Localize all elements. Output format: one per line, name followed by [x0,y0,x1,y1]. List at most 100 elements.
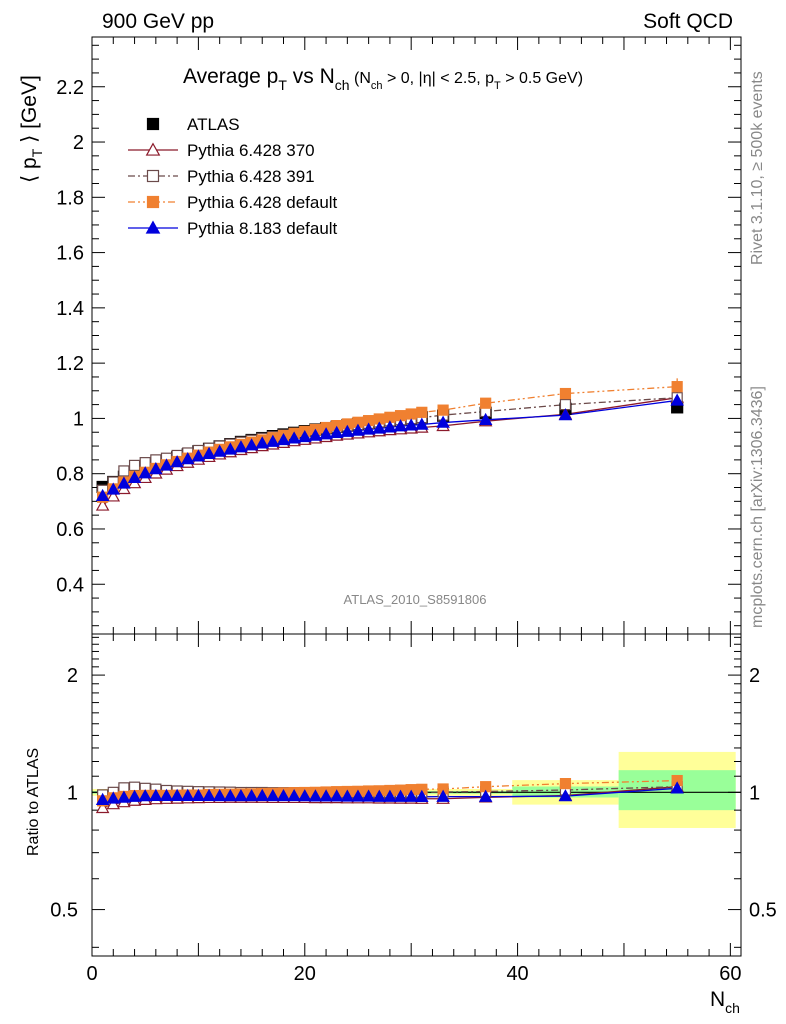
ratio-data-point [266,788,280,802]
ratio-tick-label-left: 0.5 [50,900,78,922]
data-point [95,498,110,511]
y-tick-label: 0.6 [56,519,84,541]
legend-label: Pythia 6.428 370 [187,141,315,160]
data-point [106,489,121,502]
data-point [671,381,683,393]
y-tick-label: 1.4 [56,298,84,320]
ratio-data-point [287,788,301,802]
main-y-ticks: 0.4 0.6 0.8 1 1.2 1.4 1.6 1.8 2 2.2 [56,44,741,627]
x-tick-label: 40 [506,963,528,985]
ratio-data-point [255,788,269,801]
x-tick-label: 60 [719,963,741,985]
data-point [117,476,131,489]
ratio-panel: 0.5 0.5 1 1 2 2 [50,633,777,957]
data-point [437,404,449,416]
ratio-data-point [393,789,408,802]
x-tick-label: 0 [86,963,97,985]
ratio-data-point [404,789,418,802]
analysis-watermark: ATLAS_2010_S8591806 [344,592,487,607]
data-point [266,434,280,447]
data-point [159,458,174,471]
main-panel: 0.4 0.6 0.8 1 1.2 1.4 1.6 1.8 2 2.2 [56,36,742,635]
data-point [95,488,110,502]
ratio-data-point [372,789,387,802]
ratio-data-point [340,789,355,802]
ratio-data-point [106,791,121,804]
data-point [329,425,344,438]
main-series-group [95,378,684,511]
data-point [308,428,323,441]
y-tick-label: 2 [73,132,84,154]
ratio-data-point [95,792,110,805]
data-point [559,387,572,400]
legend: ATLAS Pythia 6.428 370 Pythia 6.428 391 Pyt… [128,115,338,238]
data-point [128,459,141,472]
data-point [276,432,291,446]
ratio-data-point [308,789,323,802]
data-point [298,429,312,443]
ratio-data-point [478,789,493,802]
ratio-tick-label-right: 0.5 [749,900,777,922]
side-label-mcplots: mcplots.cern.ch [arXiv:1306.3436] [749,386,766,628]
ratio-data-point [383,789,397,802]
ratio-data-point [670,781,684,794]
header-left: 900 GeV pp [102,10,214,33]
ratio-data-point [319,789,333,802]
ratio-data-point [559,778,572,790]
legend-marker [146,169,160,183]
x-axis-label: Nch [710,988,740,1016]
data-point [212,444,227,457]
y-axis-label-main: ⟨ pT ⟩ [GeV] [18,75,45,183]
ratio-data-point [223,788,238,802]
data-point [361,422,376,435]
ratio-data-point [298,789,312,802]
data-point [191,449,206,462]
chart-title: Average pT vs Nch (Nch > 0, |η| < 2.5, p… [183,65,583,93]
data-point [118,465,130,477]
y-tick-label: 2.2 [56,77,84,99]
legend-label: Pythia 6.428 default [187,193,338,212]
ratio-data-point [127,789,142,802]
x-axis-ticks: 0 20 40 60 [86,37,741,985]
data-point [372,421,387,434]
ratio-data-point [415,789,429,802]
y-tick-label: 1.2 [56,353,84,375]
data-point [244,438,259,451]
ratio-data-point [276,788,291,802]
series-line [102,385,678,498]
data-point [139,457,151,469]
data-point [404,418,418,431]
data-point [405,408,417,420]
data-point [351,423,365,436]
data-point [670,393,684,406]
data-point [255,436,269,449]
legend-label: Pythia 8.183 default [187,219,338,238]
ratio-series-group [95,774,684,814]
data-point [127,470,142,484]
data-point [106,482,121,495]
data-point [138,466,152,479]
data-point [319,427,333,440]
x-tick-label: 20 [294,963,316,985]
ratio-data-point [202,788,216,801]
data-point [170,455,184,468]
y-tick-label: 0.4 [56,574,84,596]
data-point [180,452,195,465]
header-right: Soft QCD [643,10,733,33]
data-point [202,446,216,459]
data-point [416,406,428,418]
data-point [149,462,163,475]
data-point [383,420,397,433]
y-tick-label: 1.8 [56,187,84,209]
ratio-data-point [117,790,131,803]
ratio-tick-label-left: 2 [67,665,78,687]
data-point [436,415,450,428]
legend-marker [145,220,161,234]
data-point [558,408,573,421]
legend-label: ATLAS [187,115,240,134]
y-tick-label: 0.8 [56,464,84,486]
ratio-data-point [329,789,344,802]
legend-label: Pythia 6.428 391 [187,167,315,186]
side-label-rivet: Rivet 3.1.10, ≥ 500k events [749,71,766,265]
data-point [415,417,429,430]
